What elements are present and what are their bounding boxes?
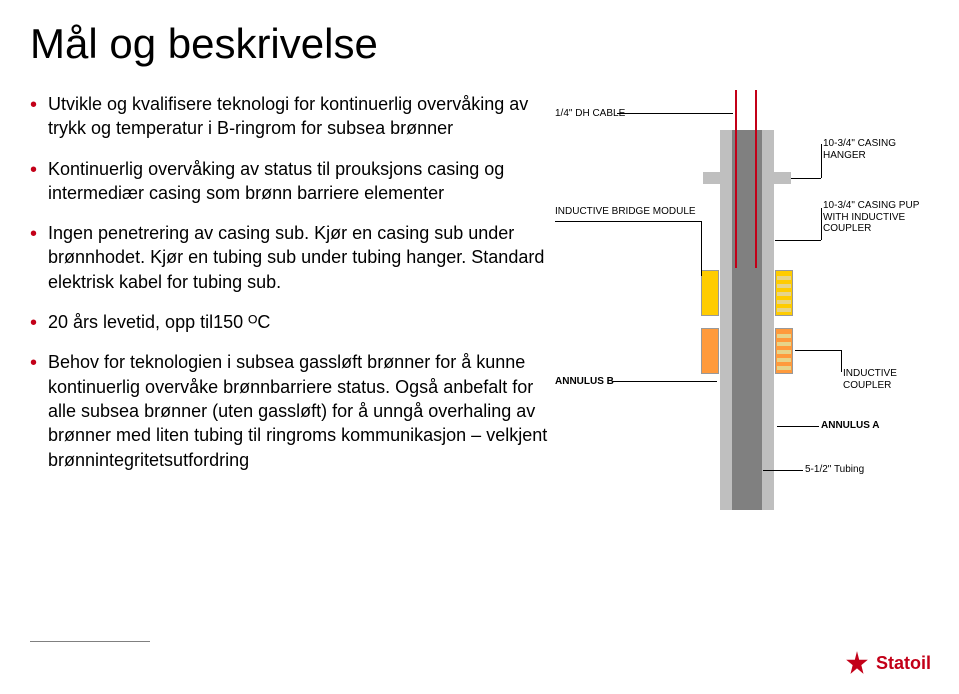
- lead-line: [795, 350, 841, 351]
- cable-line: [755, 90, 757, 130]
- label-tubing: 5-1/2" Tubing: [805, 464, 864, 476]
- label-annulus-b: ANNULUS B: [555, 376, 614, 388]
- bridge-module-shape: [701, 270, 719, 316]
- label-annulus-a: ANNULUS A: [821, 420, 880, 432]
- lead-line: [821, 144, 822, 178]
- bullet-list: Utvikle og kvalifisere teknologi for kon…: [30, 92, 550, 488]
- cable-line: [735, 130, 737, 268]
- page-title: Mål og beskrivelse: [30, 20, 929, 68]
- label-inductive-coupler: INDUCTIVE COUPLER: [843, 368, 923, 391]
- cable-line: [755, 130, 757, 268]
- lead-line: [791, 178, 821, 179]
- lead-line: [775, 240, 821, 241]
- coil-shape: [777, 274, 791, 312]
- lead-line: [777, 426, 819, 427]
- label-bridge-module: INDUCTIVE BRIDGE MODULE: [555, 206, 696, 218]
- logo-text: Statoil: [876, 653, 931, 674]
- lead-line: [821, 208, 822, 240]
- lead-line: [841, 350, 842, 372]
- label-casing-hanger: 10-3/4" CASING HANGER: [823, 138, 933, 161]
- label-casing-pup: 10-3/4" CASING PUP WITH INDUCTIVE COUPLE…: [823, 200, 943, 235]
- lead-line: [617, 113, 733, 114]
- lead-line: [701, 221, 702, 276]
- coil-shape: [777, 332, 791, 370]
- lead-line: [613, 381, 717, 382]
- coupler-module-shape: [701, 328, 719, 374]
- lead-line: [763, 470, 803, 471]
- bullet-item: Ingen penetrering av casing sub. Kjør en…: [30, 221, 550, 294]
- bullet-item: Utvikle og kvalifisere teknologi for kon…: [30, 92, 550, 141]
- star-icon: [844, 650, 870, 676]
- bullet-item: Kontinuerlig overvåking av status til pr…: [30, 157, 550, 206]
- statoil-logo: Statoil: [844, 650, 931, 676]
- label-dh-cable: 1/4" DH CABLE: [555, 108, 625, 120]
- well-diagram: 1/4" DH CABLE INDUCTIVE BRIDGE MODULE AN…: [555, 90, 935, 530]
- footer-divider: [30, 641, 150, 642]
- lead-line: [555, 221, 701, 222]
- bullet-item: Behov for teknologien i subsea gassløft …: [30, 350, 550, 471]
- bullet-item: 20 års levetid, opp til150 ᴼC: [30, 310, 550, 334]
- cable-line: [735, 90, 737, 130]
